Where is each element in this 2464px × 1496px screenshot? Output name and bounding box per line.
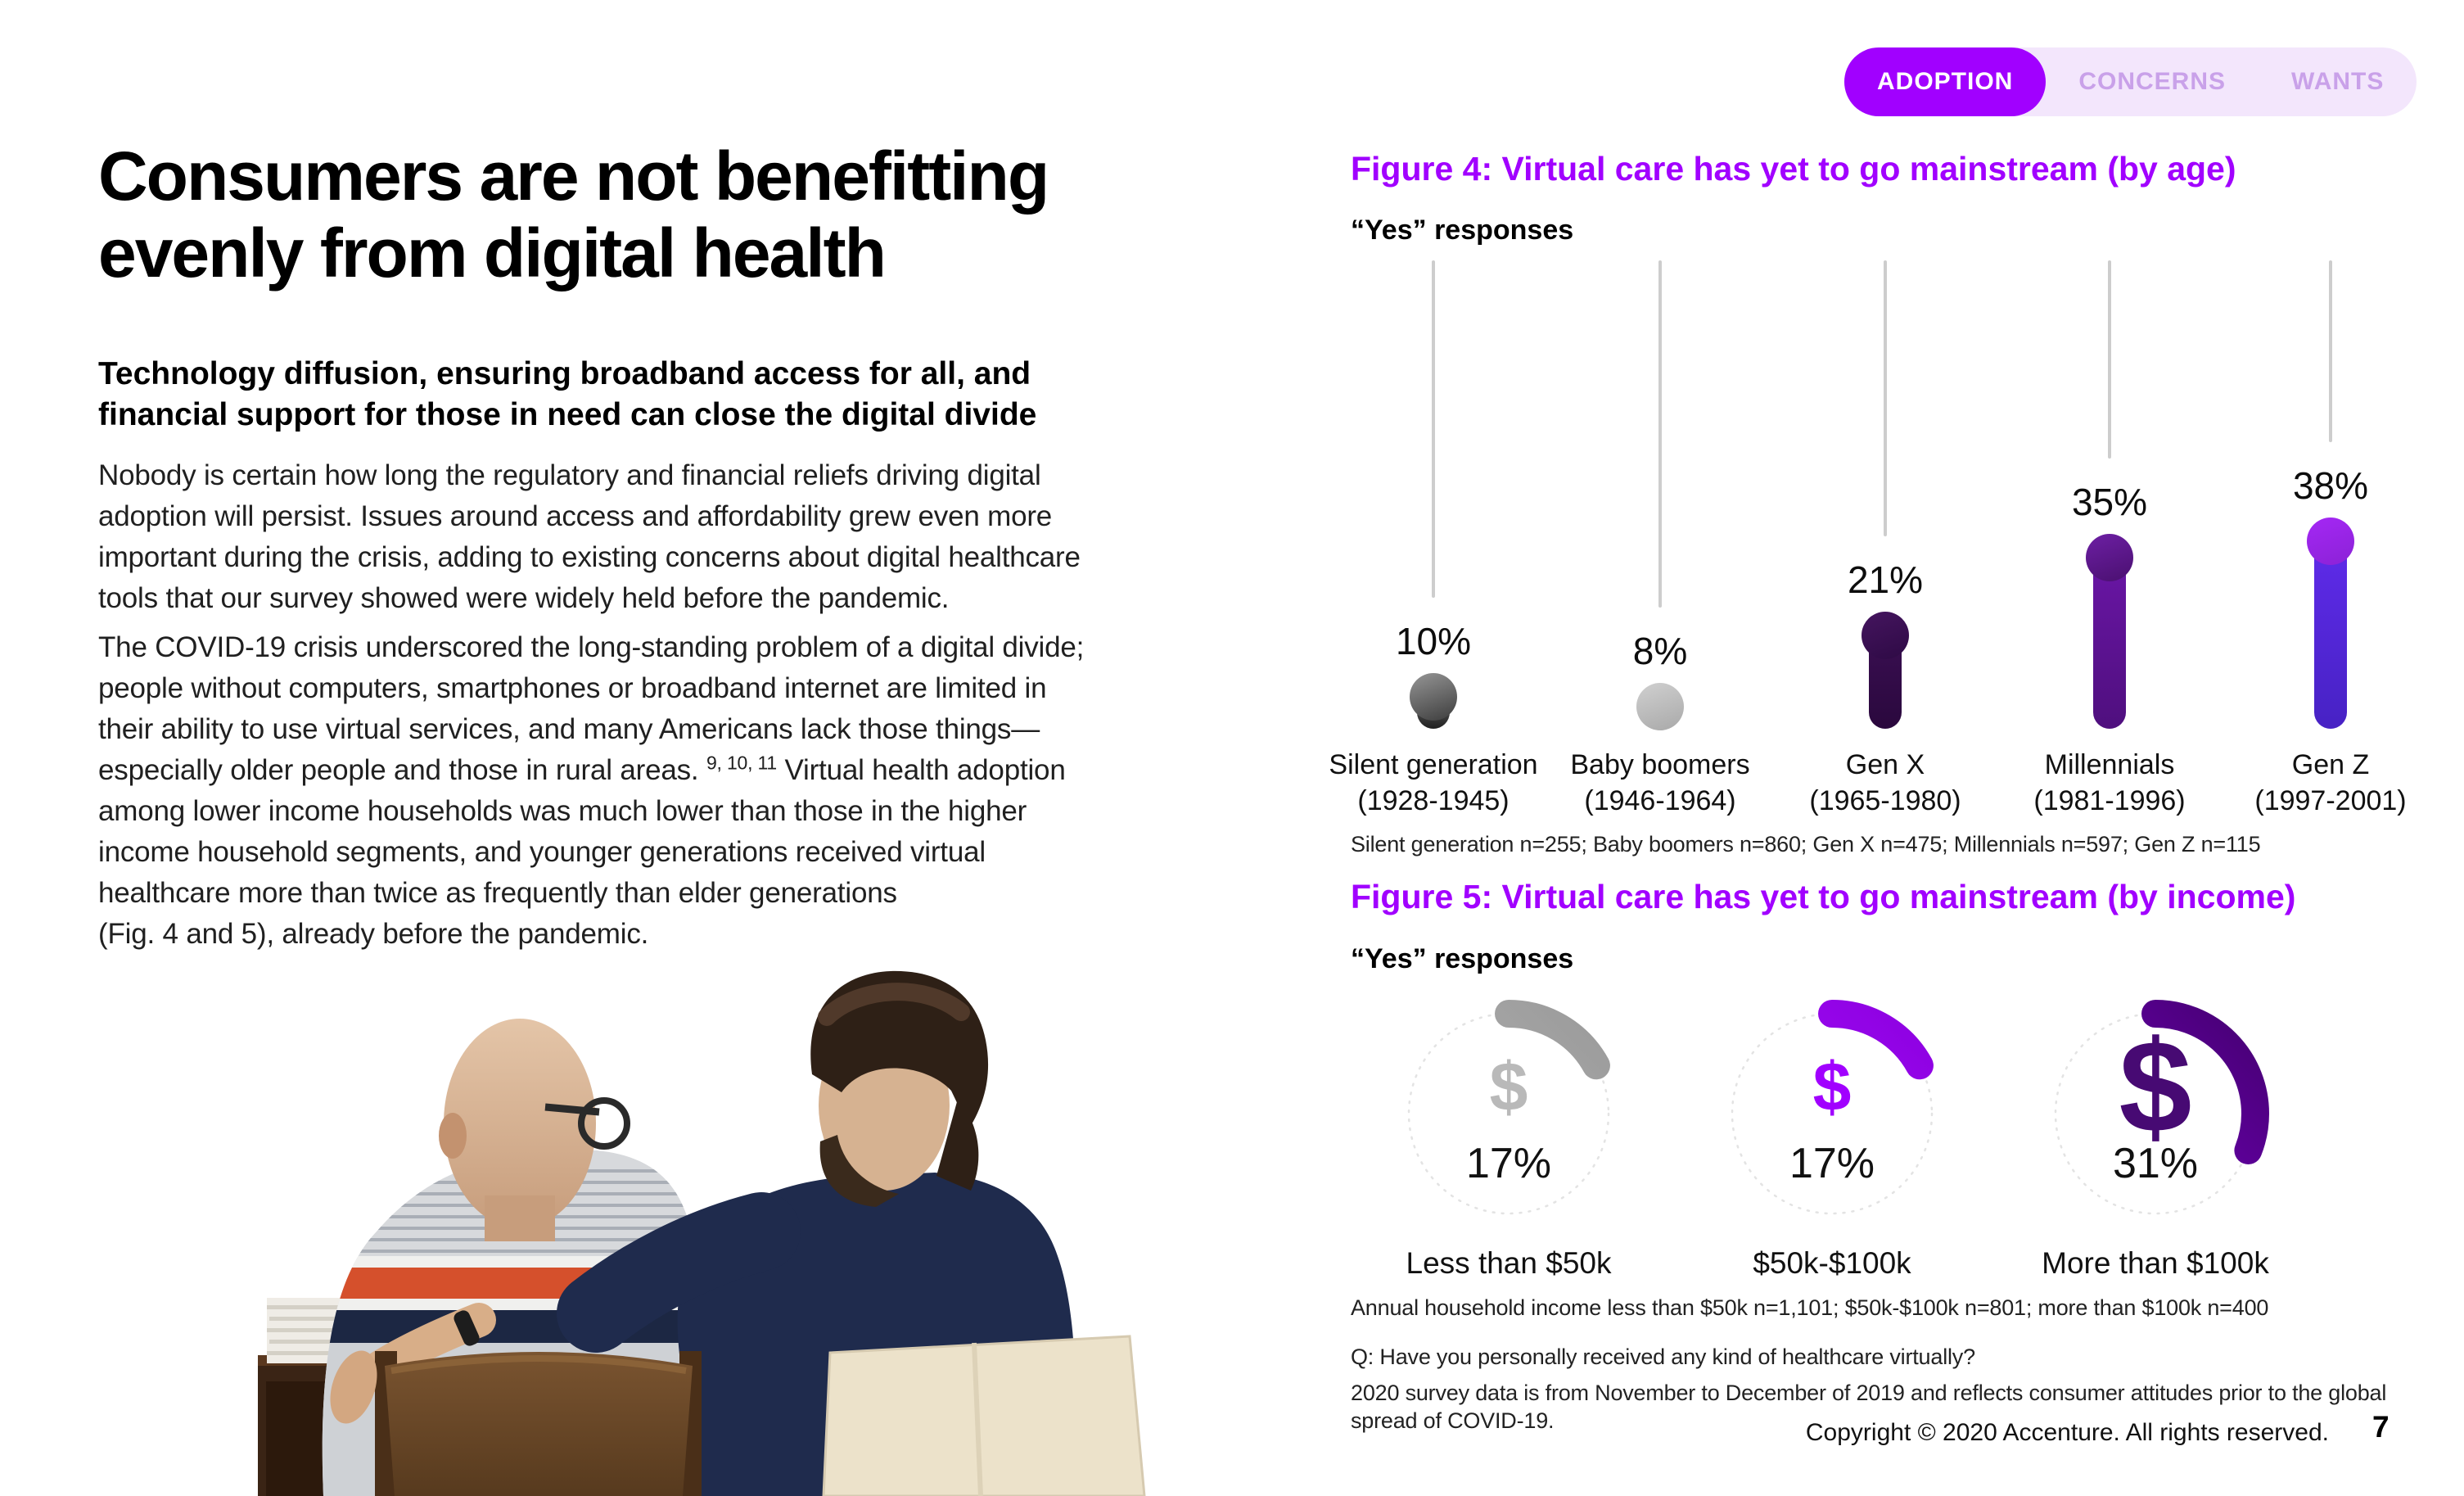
figure4-column-1: 8% xyxy=(1554,260,1767,730)
wrist-band xyxy=(454,1310,480,1346)
category-label: Millennials (1981-1996) xyxy=(2033,749,2186,816)
section-tabbar: ADOPTION CONCERNS WANTS xyxy=(1844,47,2417,116)
lollipop-head xyxy=(1636,683,1684,730)
donut-category-label: Less than $50k xyxy=(1406,1246,1612,1280)
page-title-line1: Consumers are not benefitting xyxy=(98,138,1049,215)
body-paragraph-1: Nobody is certain how long the regulator… xyxy=(98,459,1081,614)
lollipop-bar xyxy=(1862,612,1909,729)
figure4-column-3: 35% xyxy=(2003,260,2216,729)
value-label: 35% xyxy=(2071,481,2148,523)
value-label: 10% xyxy=(1395,620,1472,662)
tab-wants[interactable]: WANTS xyxy=(2291,68,2385,95)
bald-head xyxy=(444,1019,596,1228)
figure5-subtitle: “Yes” responses xyxy=(1351,943,1574,974)
value-label: 21% xyxy=(1847,558,1924,601)
lollipop-track xyxy=(2329,260,2332,442)
figure4-title: Figure 4: Virtual care has yet to go mai… xyxy=(1351,150,2236,188)
lollipop-head xyxy=(1862,612,1909,659)
figure5-title: Figure 5: Virtual care has yet to go mai… xyxy=(1351,878,2296,915)
page-title: Consumers are not benefitting evenly fro… xyxy=(98,138,1049,292)
lollipop-bar xyxy=(1410,673,1457,729)
copyright-text: Copyright © 2020 Accenture. All rights r… xyxy=(1805,1419,2329,1446)
category-label: Silent generation (1928-1945) xyxy=(1329,749,1538,816)
donut-value-label: 17% xyxy=(1466,1140,1551,1187)
lollipop-track xyxy=(1658,260,1662,608)
donut-category-label: More than $100k xyxy=(2042,1246,2269,1280)
lollipop-bar xyxy=(1636,683,1684,730)
glasses xyxy=(544,1103,600,1116)
donut-gauge-1: $17% xyxy=(1718,1000,1946,1227)
footer-survey-note: 2020 survey data is from November to Dec… xyxy=(1351,1381,2387,1433)
lollipop-track xyxy=(1884,260,1887,536)
donut-value-label: 31% xyxy=(2113,1140,2198,1187)
page-subtitle-line1: Technology diffusion, ensuring broadband… xyxy=(98,356,1031,391)
dollar-icon: $ xyxy=(1813,1048,1852,1125)
body-paragraph-2: The COVID-19 crisis underscored the long… xyxy=(98,631,1085,950)
wooden-chair xyxy=(375,1351,702,1496)
figure5-footnote: Annual household income less than $50k n… xyxy=(1351,1295,2269,1320)
donut-gauge-2: $31% xyxy=(2042,1000,2269,1227)
footer-question: Q: Have you personally received any kind… xyxy=(1351,1345,1975,1369)
category-label: Gen Z (1997-2001) xyxy=(2254,749,2407,816)
lollipop-track xyxy=(1432,260,1435,598)
donut-category-label: $50k-$100k xyxy=(1753,1246,1911,1280)
lollipop-head xyxy=(1410,673,1457,721)
lollipop-bar xyxy=(2086,534,2133,729)
lollipop-head xyxy=(2307,517,2354,565)
beard xyxy=(819,1135,899,1207)
category-label: Baby boomers (1946-1964) xyxy=(1570,749,1750,816)
tab-adoption[interactable]: ADOPTION xyxy=(1844,47,2047,116)
footnote-reference: 9, 10, 11 xyxy=(706,752,777,774)
dollar-icon: $ xyxy=(2119,1013,2192,1159)
figure4-subtitle: “Yes” responses xyxy=(1351,215,1574,246)
hand xyxy=(330,1350,377,1424)
figure4-chart: 10% 8% 21% 35% 38% xyxy=(0,260,2464,730)
page-subtitle-line2: financial support for those in need can … xyxy=(98,397,1037,432)
photo-two-men-at-desk xyxy=(258,970,1146,1496)
page-subtitle: Technology diffusion, ensuring broadband… xyxy=(98,354,1036,436)
value-label: 38% xyxy=(2292,464,2369,507)
value-label: 8% xyxy=(1632,630,1688,672)
category-label: Gen X (1965-1980) xyxy=(1809,749,1961,816)
donut-value-label: 17% xyxy=(1789,1140,1875,1187)
lollipop-track xyxy=(2108,260,2111,459)
figure4-footnote: Silent generation n=255; Baby boomers n=… xyxy=(1351,832,2261,856)
lollipop-bar xyxy=(2307,517,2354,729)
figure4-column-2: 21% xyxy=(1779,260,1992,729)
page-title-line2: evenly from digital health xyxy=(98,215,887,292)
cream-chair xyxy=(822,1335,1146,1496)
figure4-column-4: 38% xyxy=(2224,260,2437,729)
donut-gauge-0: $17% xyxy=(1395,1000,1622,1227)
dollar-icon: $ xyxy=(1490,1048,1528,1125)
lollipop-head xyxy=(2086,534,2133,581)
tab-concerns[interactable]: CONCERNS xyxy=(2078,68,2227,95)
figure4-column-0: 10% xyxy=(1327,260,1540,729)
page-number: 7 xyxy=(2372,1410,2390,1444)
